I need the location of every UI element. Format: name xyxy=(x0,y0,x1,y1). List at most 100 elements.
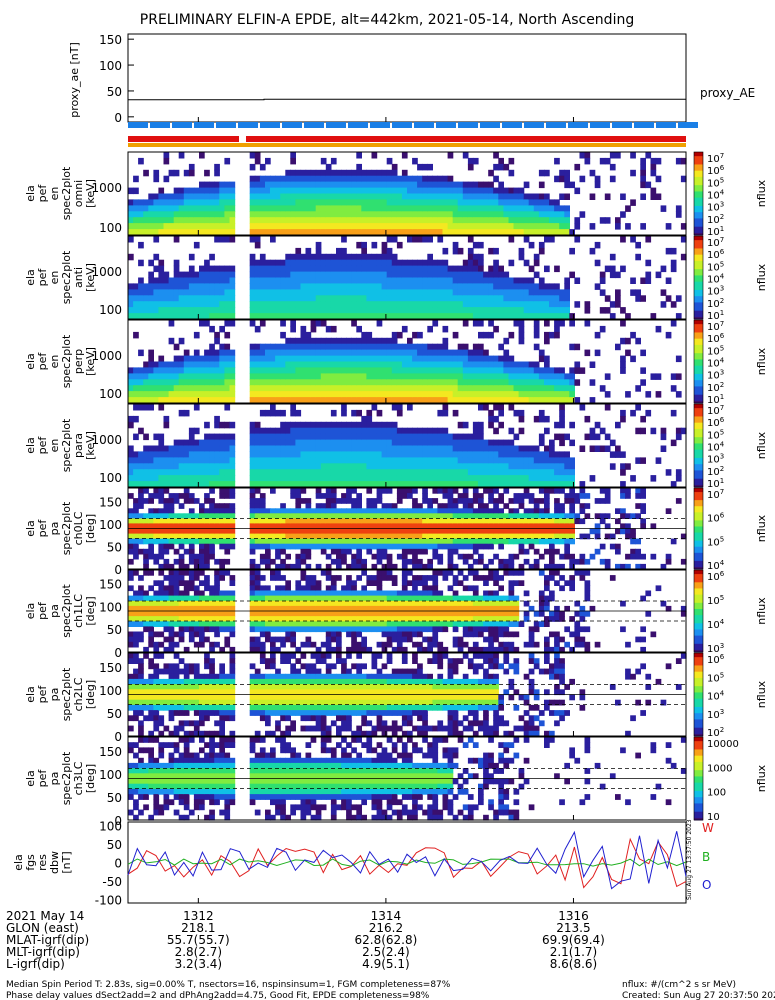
spectrogram-cell xyxy=(427,475,433,482)
spectrogram-cell xyxy=(285,272,291,279)
spectrogram-cell xyxy=(483,446,489,453)
spectrogram-cell xyxy=(488,188,494,195)
spectrogram-cell xyxy=(164,278,170,285)
spectrogram-cell xyxy=(443,475,449,482)
spectrogram-cell xyxy=(377,451,383,458)
spectrogram-cell xyxy=(199,199,205,206)
spectrogram-cell xyxy=(590,554,596,560)
spectrogram-cell xyxy=(402,188,408,195)
spectrogram-cell xyxy=(331,385,337,392)
spectrogram-cell xyxy=(158,266,164,273)
spectrogram-cell xyxy=(326,451,332,458)
spectrogram-cell xyxy=(366,289,372,296)
spectrogram-cell xyxy=(453,248,459,255)
spectrogram-cell xyxy=(498,451,504,458)
spectrogram-cell xyxy=(194,451,200,458)
spectrogram-cell xyxy=(260,410,266,417)
spectrogram-cell xyxy=(265,362,271,369)
spectrogram-cell xyxy=(250,223,256,230)
spectrogram-cell xyxy=(387,176,393,183)
spectrogram-cell xyxy=(138,457,144,464)
spectrogram-cell xyxy=(564,289,570,296)
spectrogram-cell xyxy=(143,379,149,386)
spectrogram-cell xyxy=(549,236,555,243)
spectrogram-cell xyxy=(280,410,286,417)
spectrogram-cell xyxy=(316,295,322,302)
spectrogram-cell xyxy=(260,350,266,357)
spectrogram-cell xyxy=(443,434,449,441)
spectrogram-cell xyxy=(498,529,504,535)
spectrogram-cell xyxy=(554,158,560,165)
spectrogram-cell xyxy=(366,434,372,441)
spectrogram-cell xyxy=(539,350,545,357)
spectrogram-cell xyxy=(564,385,570,392)
spectrogram-cell xyxy=(600,513,606,519)
spectrogram-cell xyxy=(265,283,271,290)
spectrogram-cell xyxy=(184,518,190,524)
spectrogram-cell xyxy=(539,211,545,218)
spectrogram-cell xyxy=(169,539,175,545)
spectrogram-cell xyxy=(544,211,550,218)
spectrogram-cell xyxy=(214,362,220,369)
spectrogram-cell xyxy=(478,260,484,267)
spectrogram-cell xyxy=(311,529,317,535)
spectrogram-cell xyxy=(448,283,454,290)
spectrogram-cell xyxy=(306,194,312,201)
spectrogram-cell xyxy=(361,248,367,255)
spectrogram-cell xyxy=(554,513,560,519)
spectrogram-cell xyxy=(503,451,509,458)
spectrogram-cell xyxy=(321,362,327,369)
spectrogram-cell xyxy=(290,283,296,290)
spectrogram-cell xyxy=(407,367,413,374)
spectrogram-cell xyxy=(356,272,362,279)
colorbar-tick: 107 xyxy=(707,320,724,333)
spectrogram-cell xyxy=(184,307,190,314)
spectrogram-cell xyxy=(219,199,225,206)
spectrogram-cell xyxy=(204,301,210,308)
spectrogram-cell xyxy=(138,498,144,504)
spectrogram-cell xyxy=(483,379,489,386)
spectrogram-cell xyxy=(412,508,418,514)
spectrogram-cell xyxy=(189,559,195,565)
spectrogram-cell xyxy=(493,307,499,314)
spectrogram-cell xyxy=(301,289,307,296)
spectrogram-cell xyxy=(361,194,367,201)
spectrogram-cell xyxy=(382,385,388,392)
spectrogram-cell xyxy=(290,272,296,279)
spectrogram-cell xyxy=(356,544,362,550)
spectrogram-cell xyxy=(133,211,139,218)
spectrogram-cell xyxy=(128,211,134,218)
spectrogram-cell xyxy=(366,508,372,514)
spectrogram-cell xyxy=(209,373,215,380)
spectrogram-cell xyxy=(605,434,611,441)
spectrogram-cell xyxy=(574,217,580,224)
spectrogram-cell xyxy=(255,463,261,470)
spectrogram-cell xyxy=(219,422,225,429)
spectrogram-cell xyxy=(478,428,484,435)
spectrogram-cell xyxy=(189,544,195,550)
spectrogram-cell xyxy=(366,307,372,314)
spectrogram-cell xyxy=(574,278,580,285)
spectrogram-cell xyxy=(615,422,621,429)
spectrogram-cell xyxy=(417,529,423,535)
spectrogram-cell xyxy=(437,289,443,296)
spectrogram-cell xyxy=(366,217,372,224)
spectrogram-cell xyxy=(148,549,154,555)
spectrogram-cell xyxy=(387,539,393,545)
spectrogram-cell xyxy=(331,194,337,201)
spectrogram-cell xyxy=(488,272,494,279)
spectrogram-cell xyxy=(407,289,413,296)
spectrogram-cell xyxy=(128,513,134,519)
spectrogram-cell xyxy=(640,428,646,435)
spectrogram-cell xyxy=(184,199,190,206)
spectrogram-cell xyxy=(128,451,134,458)
spectrogram-cell xyxy=(316,463,322,470)
spectrogram-cell xyxy=(645,272,651,279)
spectrogram-cell xyxy=(346,188,352,195)
spectrogram-cell xyxy=(169,469,175,476)
spectrogram-cell xyxy=(407,295,413,302)
spectrogram-cell xyxy=(483,307,489,314)
spectrogram-cell xyxy=(194,518,200,524)
spectrogram-cell xyxy=(326,391,332,398)
spectrogram-cell xyxy=(204,217,210,224)
